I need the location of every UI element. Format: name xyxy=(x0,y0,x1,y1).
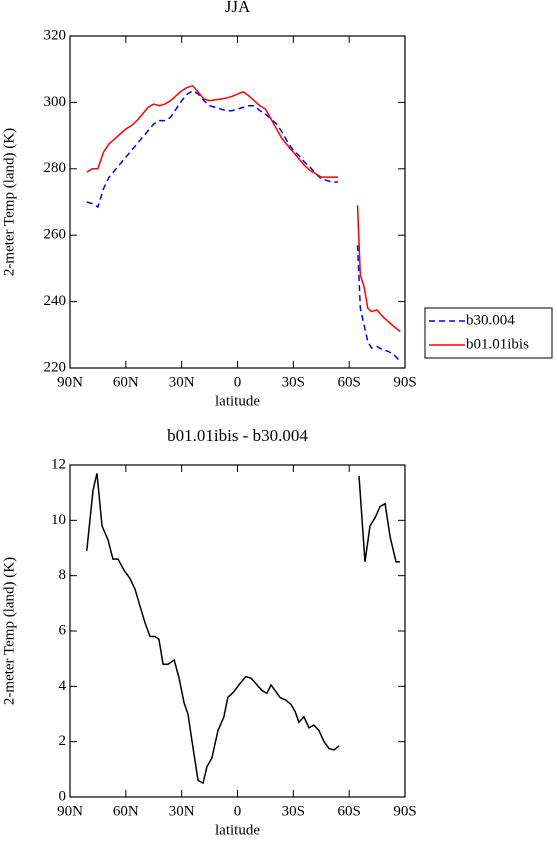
x-axis-label: latitude xyxy=(215,393,260,409)
y-tick-label: 6 xyxy=(59,622,67,638)
legend-label: b01.01ibis xyxy=(466,336,529,352)
y-tick-label: 0 xyxy=(59,788,67,804)
x-tick-label: 30S xyxy=(282,803,305,819)
x-tick-label: 60N xyxy=(113,374,139,390)
plot-frame xyxy=(69,464,406,798)
x-tick-label: 60N xyxy=(113,803,139,819)
legend-box xyxy=(424,307,553,359)
y-tick-label: 260 xyxy=(44,227,67,243)
data-line xyxy=(86,89,401,362)
x-tick-label: 0 xyxy=(234,374,242,390)
y-tick-label: 240 xyxy=(44,293,67,309)
chart-title: b01.01ibis - b30.004 xyxy=(167,426,308,445)
y-tick-label: 280 xyxy=(44,160,67,176)
x-tick-label: 60S xyxy=(337,803,360,819)
x-tick-label: 90S xyxy=(393,803,416,819)
y-tick-label: 10 xyxy=(51,512,66,528)
x-tick-label: 0 xyxy=(234,803,242,819)
data-line xyxy=(86,473,400,785)
y-tick-label: 300 xyxy=(44,94,67,110)
y-tick-label: 12 xyxy=(51,456,66,472)
y-tick-label: 4 xyxy=(59,678,67,694)
x-tick-label: 30N xyxy=(169,374,195,390)
x-tick-label: 60S xyxy=(337,374,360,390)
plot-frame xyxy=(69,35,406,369)
data-line xyxy=(86,84,401,333)
x-tick-label: 90N xyxy=(57,374,83,390)
y-tick-label: 220 xyxy=(44,359,67,375)
x-tick-label: 30N xyxy=(169,803,195,819)
x-tick-label: 90N xyxy=(57,803,83,819)
y-axis-label: 2-meter Temp (land) (K) xyxy=(1,128,17,276)
y-tick-label: 8 xyxy=(59,567,67,583)
y-tick-label: 320 xyxy=(44,27,67,43)
y-tick-label: 2 xyxy=(59,733,67,749)
x-axis-label: latitude xyxy=(215,822,260,838)
y-axis-label: 2-meter Temp (land) (K) xyxy=(1,557,17,705)
chart-title: JJA xyxy=(225,0,251,16)
x-tick-label: 30S xyxy=(282,374,305,390)
x-tick-label: 90S xyxy=(393,374,416,390)
legend-label: b30.004 xyxy=(466,312,515,328)
